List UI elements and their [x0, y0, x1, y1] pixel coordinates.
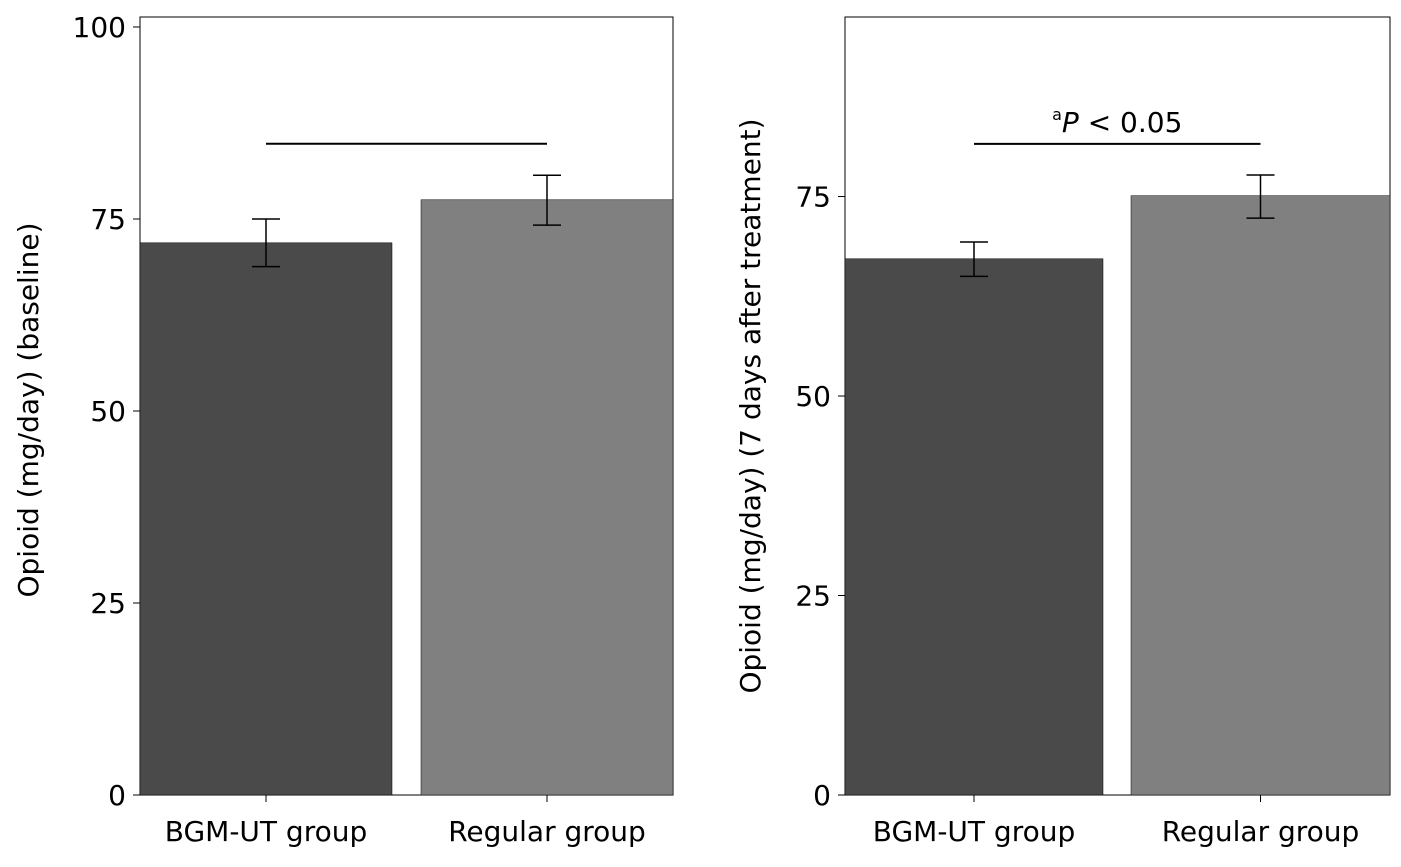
- significance-label: aP < 0.05: [1052, 105, 1182, 139]
- y-tick-label: 25: [795, 580, 831, 613]
- x-tick-label: Regular group: [448, 815, 646, 848]
- x-tick-label: BGM-UT group: [165, 815, 368, 848]
- x-tick-label: Regular group: [1162, 815, 1360, 848]
- y-tick-label: 50: [795, 380, 831, 413]
- y-axis-label: Opioid (mg/day) (baseline): [12, 222, 45, 597]
- y-tick-label: 25: [90, 587, 126, 620]
- y-tick-label: 75: [90, 203, 126, 236]
- chart-panel-1: BGM-UT group Regular group 0 25 50 75 100 Opioi…: [12, 11, 674, 848]
- x-tick-label: BGM-UT group: [873, 815, 1076, 848]
- bar: [139, 242, 393, 796]
- y-axis-label: Opioid (mg/day) (7 days after treatment): [734, 118, 767, 693]
- bar: [420, 199, 674, 796]
- y-tick-label: 50: [90, 395, 126, 428]
- bar: [1130, 195, 1391, 796]
- bar: [844, 258, 1104, 796]
- chart-panel-2: BGM-UT group Regular group 0 25 50 75 Opioid (…: [734, 16, 1391, 848]
- y-tick-label: 100: [73, 11, 126, 44]
- y-tick-label: 75: [795, 181, 831, 214]
- y-tick-label: 0: [108, 779, 126, 812]
- y-tick-label: 0: [813, 779, 831, 812]
